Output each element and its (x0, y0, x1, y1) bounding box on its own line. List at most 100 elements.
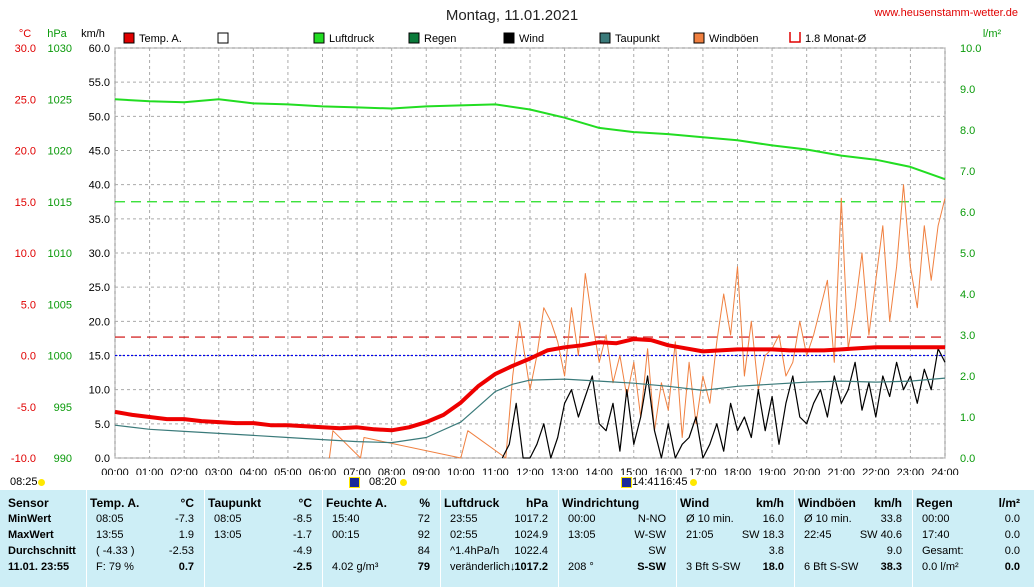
rain-tick-label: 0.0 (960, 453, 975, 465)
row-label-max: MaxWert (8, 529, 54, 541)
column-unit: °C (298, 496, 312, 510)
cell-value: 0.0 (1004, 561, 1020, 573)
cell-value: 92 (417, 529, 430, 541)
rain-tick-label: 9.0 (960, 84, 975, 96)
temp-tick-label: 10.0 (15, 248, 36, 260)
legend-swatch (313, 32, 325, 44)
cell-value: 0.0 (1004, 529, 1020, 541)
column-unit: °C (180, 496, 194, 510)
column-unit: km/h (873, 496, 902, 510)
column-title: Temp. A. (90, 496, 140, 510)
moon-time: 14:41 (632, 476, 660, 488)
axes: 30.0 25.0 20.0 15.0 10.0 5.0 0.0 -5.0 -10.0 1030 1… (11, 43, 982, 475)
sunset-sun-icon (400, 479, 407, 486)
wind-unit: km/h (81, 28, 105, 40)
pressure-tick-label: 1020 (48, 146, 72, 158)
wind-tick-label: 60.0 (89, 43, 110, 55)
cell-value: 1024.9 (514, 529, 548, 541)
time-tick-label: 04:00 (240, 467, 268, 475)
legend-label: Taupunkt (615, 33, 660, 45)
time-tick-label: 11:00 (482, 467, 509, 475)
cell-value: 1.9 (178, 529, 194, 541)
cell-value: 3.8 (768, 545, 784, 557)
cell-value: SW (648, 545, 666, 557)
column-separator (558, 490, 559, 587)
legend-swatch (693, 32, 705, 44)
pressure-tick-label: 990 (54, 453, 72, 465)
cell-value: 33.8 (880, 513, 902, 525)
cell-label: 02:55 (450, 529, 478, 541)
column-separator (86, 490, 87, 587)
pressure-tick-label: 1010 (48, 248, 72, 260)
column-unit: km/h (755, 496, 784, 510)
cell-label: 6 Bft S-SW (804, 561, 859, 573)
time-tick-label: 06:00 (309, 467, 337, 475)
cell-label: 00:00 (568, 513, 596, 525)
time-tick-label: 20:00 (793, 467, 821, 475)
column-unit: % (419, 496, 430, 510)
cell-value: 84 (417, 545, 430, 557)
cell-label: 4.02 g/m³ (332, 561, 379, 573)
legend-swatch (123, 32, 135, 44)
cell-label: 0.0 l/m² (922, 561, 959, 573)
column-separator (204, 490, 205, 587)
cell-value: 38.3 (880, 561, 902, 573)
wind-tick-label: 45.0 (89, 146, 110, 158)
weather-chart: Montag, 11.01.2021 www.heusenstamm-wette… (11, 7, 1018, 475)
cell-value: -2.5 (293, 561, 312, 573)
column-title: Luftdruck (444, 496, 500, 510)
pressure-tick-label: 1005 (48, 299, 72, 311)
time-tick-label: 07:00 (343, 467, 371, 475)
column-separator (912, 490, 913, 587)
time-tick-label: 14:00 (585, 467, 613, 475)
website-link[interactable]: www.heusenstamm-wetter.de (873, 7, 1018, 19)
cell-value: SW 40.6 (859, 529, 902, 541)
time-tick-label: 01:00 (136, 467, 164, 475)
column-title: Taupunkt (208, 496, 262, 510)
rain-tick-label: 5.0 (960, 248, 975, 260)
time-tick-label: 02:00 (170, 467, 198, 475)
wind-tick-label: 5.0 (95, 419, 110, 431)
rain-tick-label: 6.0 (960, 207, 975, 219)
time-tick-label: 15:00 (620, 467, 648, 475)
cell-value: 72 (417, 513, 430, 525)
column-title: Regen (916, 496, 953, 510)
time-tick-label: 08:00 (378, 467, 406, 475)
legend-label: Regen (424, 33, 456, 45)
legend-label: Luftdruck (329, 33, 375, 45)
series-line-temp-a- (114, 337, 945, 433)
time-tick-label: 18:00 (724, 467, 752, 475)
legend-label: 1.8 Monat-Ø (805, 33, 867, 45)
cell-label: 00:00 (922, 513, 950, 525)
row-label-min: MinWert (8, 513, 52, 525)
time-tick-label: 19:00 (758, 467, 786, 475)
time-tick-label: 13:00 (551, 467, 579, 475)
cell-label: 23:55 (450, 513, 478, 525)
sunset-time: 16:45 (660, 476, 688, 488)
cell-label: 22:45 (804, 529, 832, 541)
time-tick-label: 24:00 (931, 467, 959, 475)
time-tick-label: 10:00 (447, 467, 475, 475)
cell-value: W-SW (634, 529, 666, 541)
cell-label: 13:55 (96, 529, 124, 541)
sunrise-icon (349, 477, 360, 488)
wind-tick-label: 0.0 (95, 453, 110, 465)
wind-tick-label: 25.0 (89, 282, 110, 294)
cell-value: 16.0 (762, 513, 784, 525)
cell-value: 1022.4 (514, 545, 548, 557)
cell-value: 1017.2 (514, 513, 548, 525)
sunrise-time: 08:25 (10, 476, 38, 488)
wind-tick-label: 10.0 (89, 385, 110, 397)
sun-icon (38, 479, 45, 486)
cell-label: 08:05 (214, 513, 242, 525)
legend: Temp. A. Luftdruck Regen Wind Taupunkt Windbö… (123, 32, 867, 45)
cell-value: -8.5 (293, 513, 312, 525)
temp-tick-label: 20.0 (15, 146, 36, 158)
rain-tick-label: 7.0 (960, 166, 975, 178)
column-title: Windrichtung (562, 496, 640, 510)
summary-table: Sensor MinWert MaxWert Durchschnitt 11.0… (0, 490, 1034, 587)
cell-value: 0.7 (178, 561, 194, 573)
cell-label: ^1.4hPa/h (450, 545, 500, 557)
column-title: Feuchte A. (326, 496, 387, 510)
sun-times-bar: 08:25 08:20 14:41 16:45 (0, 475, 1034, 490)
